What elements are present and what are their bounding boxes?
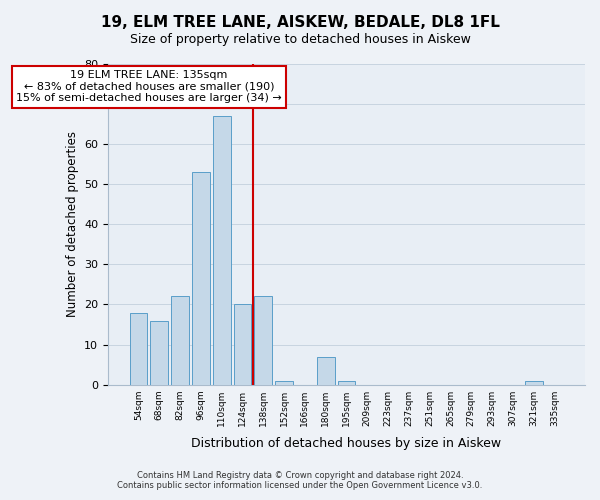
Bar bbox=[233, 304, 251, 384]
Bar bbox=[525, 380, 542, 384]
Bar bbox=[171, 296, 189, 384]
Bar bbox=[338, 380, 355, 384]
Text: Size of property relative to detached houses in Aiskew: Size of property relative to detached ho… bbox=[130, 32, 470, 46]
X-axis label: Distribution of detached houses by size in Aiskew: Distribution of detached houses by size … bbox=[191, 437, 502, 450]
Bar bbox=[254, 296, 272, 384]
Bar bbox=[213, 116, 230, 384]
Bar bbox=[275, 380, 293, 384]
Text: Contains HM Land Registry data © Crown copyright and database right 2024.
Contai: Contains HM Land Registry data © Crown c… bbox=[118, 470, 482, 490]
Y-axis label: Number of detached properties: Number of detached properties bbox=[65, 132, 79, 318]
Bar bbox=[317, 356, 335, 384]
Text: 19, ELM TREE LANE, AISKEW, BEDALE, DL8 1FL: 19, ELM TREE LANE, AISKEW, BEDALE, DL8 1… bbox=[101, 15, 499, 30]
Bar bbox=[151, 320, 168, 384]
Bar bbox=[130, 312, 148, 384]
Bar bbox=[192, 172, 210, 384]
Text: 19 ELM TREE LANE: 135sqm
← 83% of detached houses are smaller (190)
15% of semi-: 19 ELM TREE LANE: 135sqm ← 83% of detach… bbox=[16, 70, 282, 103]
